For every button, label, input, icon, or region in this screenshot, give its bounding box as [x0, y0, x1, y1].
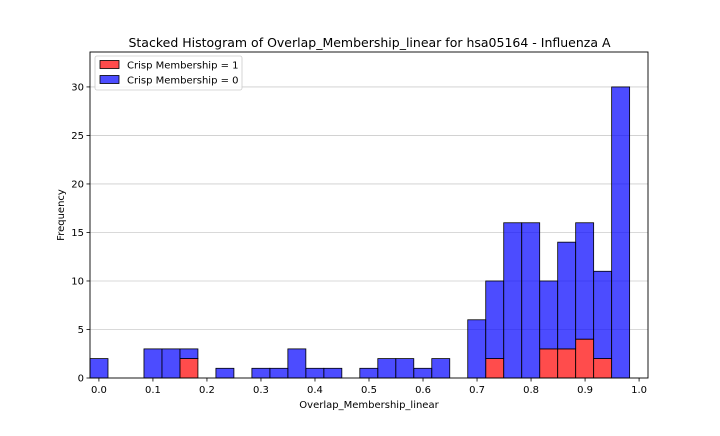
legend-swatch-crisp-1: [99, 60, 120, 69]
y-tick-label: 25: [71, 131, 84, 142]
histogram-bars: [89, 86, 631, 379]
bar-crisp-0: [539, 280, 559, 350]
y-tick-label: 5: [78, 325, 84, 336]
x-tick-label: 1.0: [631, 385, 647, 396]
bar-crisp-1: [593, 358, 613, 379]
bar-crisp-0: [269, 367, 289, 379]
bar-crisp-1: [575, 338, 595, 379]
x-tick-label: 0.5: [361, 385, 377, 396]
x-tick-label: 0.6: [415, 385, 431, 396]
x-tick-label: 0.0: [91, 385, 107, 396]
x-tick-label: 0.2: [199, 385, 215, 396]
bar-crisp-0: [359, 367, 379, 379]
x-axis-label: Overlap_Membership_linear: [299, 400, 439, 411]
y-tick-label: 0: [78, 374, 84, 385]
bar-crisp-0: [251, 367, 271, 379]
bar-crisp-1: [485, 358, 505, 379]
bar-crisp-0: [89, 358, 109, 379]
bar-crisp-1: [539, 348, 559, 379]
legend-swatch-crisp-0: [99, 75, 120, 84]
x-tick-label: 0.7: [469, 385, 485, 396]
bar-crisp-1: [557, 348, 577, 379]
legend-label-crisp-0: Crisp Membership = 0: [127, 76, 239, 87]
y-axis: 0 5 10 15 20 25 30: [71, 82, 90, 385]
x-tick-label: 0.3: [253, 385, 269, 396]
bar-crisp-0: [575, 222, 595, 340]
bar-crisp-0: [431, 358, 451, 379]
x-tick-label: 0.1: [145, 385, 161, 396]
bar-crisp-0: [305, 367, 325, 379]
y-tick-label: 15: [71, 228, 84, 239]
bar-crisp-0: [143, 348, 163, 379]
bar-crisp-0: [485, 280, 505, 359]
legend: Crisp Membership = 1 Crisp Membership = …: [94, 55, 243, 91]
x-tick-label: 0.9: [577, 385, 593, 396]
legend-box: [94, 55, 243, 91]
bar-crisp-0: [377, 358, 397, 379]
x-axis: 0.0 0.1 0.2 0.3 0.4 0.5 0.6 0.7 0.8 0.9 1.0: [91, 378, 647, 396]
bar-crisp-0: [503, 222, 523, 379]
bar-crisp-0: [611, 86, 631, 379]
bar-crisp-0: [161, 348, 181, 379]
legend-label-crisp-1: Crisp Membership = 1: [127, 61, 239, 72]
bar-crisp-0: [413, 367, 433, 379]
y-tick-label: 10: [71, 276, 84, 287]
bar-crisp-0: [215, 367, 235, 379]
bar-crisp-1: [179, 358, 199, 379]
y-tick-label: 20: [71, 179, 84, 190]
bar-crisp-0: [323, 367, 343, 379]
chart-title: Stacked Histogram of Overlap_Membership_…: [128, 35, 611, 50]
bar-crisp-0: [395, 358, 415, 379]
bar-crisp-0: [287, 348, 307, 379]
y-tick-label: 30: [71, 82, 84, 93]
bar-crisp-0: [593, 270, 613, 359]
bar-crisp-0: [557, 241, 577, 350]
x-tick-label: 0.8: [523, 385, 539, 396]
bar-crisp-0: [179, 348, 199, 359]
bar-crisp-0: [521, 222, 541, 379]
y-axis-label: Frequency: [56, 189, 67, 241]
x-tick-label: 0.4: [307, 385, 323, 396]
bar-crisp-0: [467, 319, 487, 379]
